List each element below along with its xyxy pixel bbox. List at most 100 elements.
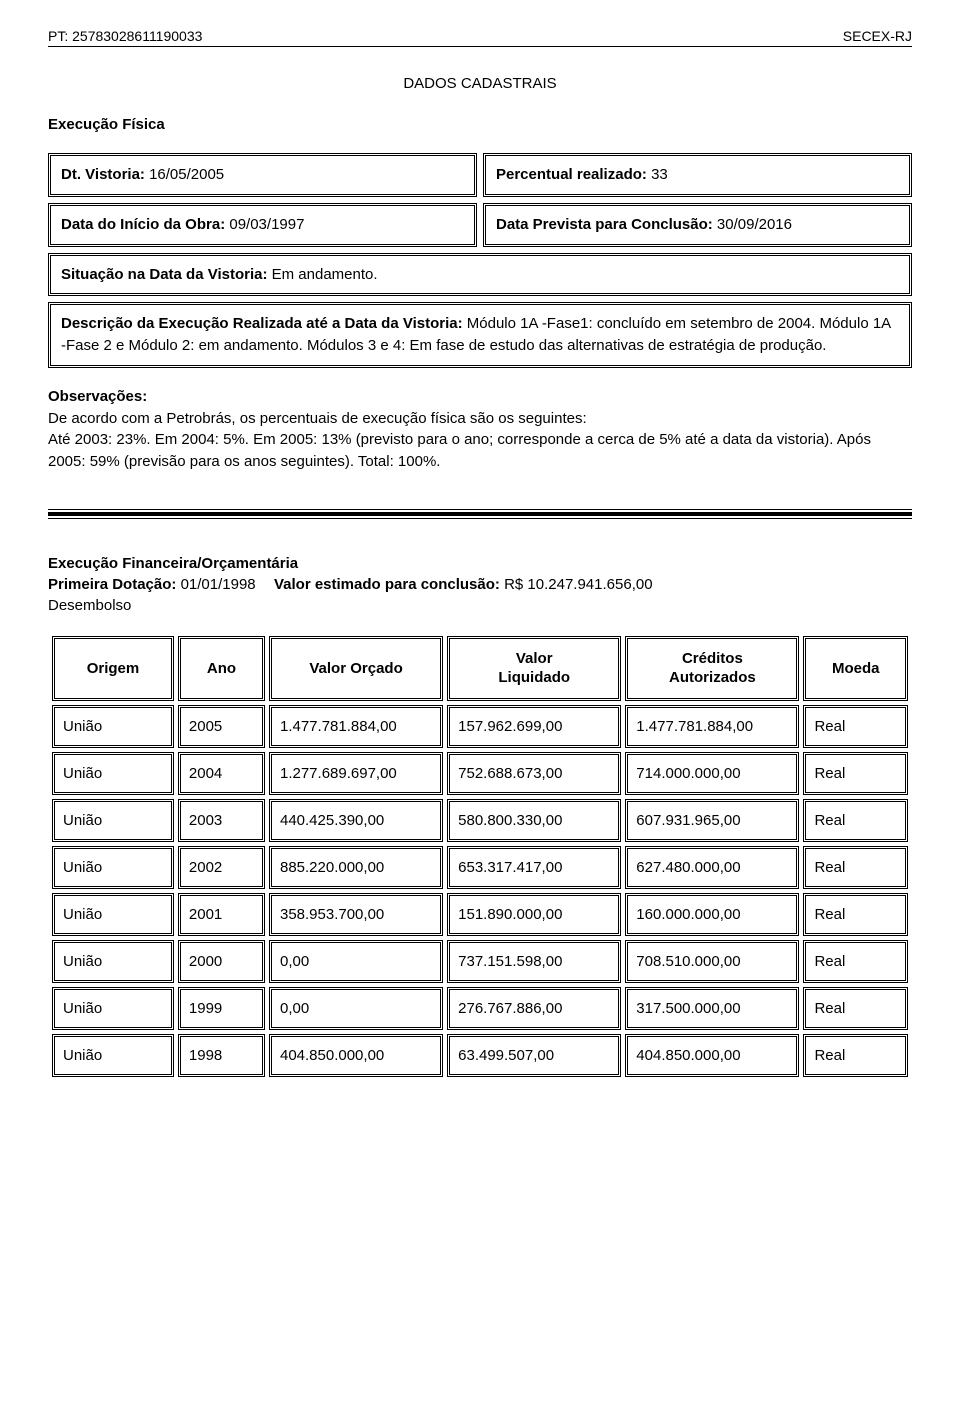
- col-creditos: Créditos Autorizados: [625, 636, 799, 701]
- table-row: União20051.477.781.884,00157.962.699,001…: [52, 705, 908, 748]
- desembolso-label: Desembolso: [48, 597, 912, 614]
- cell-ano: 2005: [178, 705, 265, 748]
- cell-liquidado: 157.962.699,00: [447, 705, 621, 748]
- cell-origem: União: [52, 705, 174, 748]
- observacoes-body: De acordo com a Petrobrás, os percentuai…: [48, 408, 912, 473]
- cell-liquidado: 63.499.507,00: [447, 1034, 621, 1077]
- percentual-value: 33: [651, 166, 668, 183]
- vistoria-row-1: Dt. Vistoria: 16/05/2005 Percentual real…: [48, 153, 912, 197]
- cell-orcado: 404.850.000,00: [269, 1034, 443, 1077]
- cell-origem: União: [52, 1034, 174, 1077]
- inicio-obra-cell: Data do Início da Obra: 09/03/1997: [48, 203, 477, 247]
- cell-ano: 2004: [178, 752, 265, 795]
- inicio-obra-value: 09/03/1997: [229, 216, 304, 233]
- cell-creditos: 404.850.000,00: [625, 1034, 799, 1077]
- cell-liquidado: 752.688.673,00: [447, 752, 621, 795]
- cell-ano: 2001: [178, 893, 265, 936]
- situacao-label: Situação na Data da Vistoria:: [61, 266, 267, 283]
- cell-orcado: 0,00: [269, 940, 443, 983]
- descricao-row: Descrição da Execução Realizada até a Da…: [48, 302, 912, 368]
- col-liquidado: Valor Liquidado: [447, 636, 621, 701]
- financeira-subline: Primeira Dotação: 01/01/1998 Valor estim…: [48, 576, 912, 593]
- cell-ano: 2002: [178, 846, 265, 889]
- table-row: União2002885.220.000,00653.317.417,00627…: [52, 846, 908, 889]
- main-title: DADOS CADASTRAIS: [48, 75, 912, 92]
- dt-vistoria-label: Dt. Vistoria:: [61, 166, 145, 183]
- cell-liquidado: 653.317.417,00: [447, 846, 621, 889]
- situacao-value: Em andamento.: [272, 266, 378, 283]
- descricao-cell: Descrição da Execução Realizada até a Da…: [48, 302, 912, 368]
- cell-moeda: Real: [803, 940, 908, 983]
- observacoes-title: Observações:: [48, 386, 912, 408]
- valor-est-label: Valor estimado para conclusão:: [274, 576, 500, 593]
- cell-moeda: Real: [803, 705, 908, 748]
- cell-origem: União: [52, 752, 174, 795]
- cell-creditos: 627.480.000,00: [625, 846, 799, 889]
- page: PT: 25783028611190033 SECEX-RJ DADOS CAD…: [0, 0, 960, 1121]
- header-left: PT: 25783028611190033: [48, 28, 202, 44]
- conclusao-label: Data Prevista para Conclusão:: [496, 216, 713, 233]
- cell-creditos: 1.477.781.884,00: [625, 705, 799, 748]
- cell-moeda: Real: [803, 752, 908, 795]
- header-right: SECEX-RJ: [843, 28, 912, 44]
- conclusao-value: 30/09/2016: [717, 216, 792, 233]
- dt-vistoria-cell: Dt. Vistoria: 16/05/2005: [48, 153, 477, 197]
- cell-creditos: 708.510.000,00: [625, 940, 799, 983]
- cell-ano: 1999: [178, 987, 265, 1030]
- cell-moeda: Real: [803, 893, 908, 936]
- cell-moeda: Real: [803, 799, 908, 842]
- cell-ano: 2003: [178, 799, 265, 842]
- observacoes-block: Observações: De acordo com a Petrobrás, …: [48, 386, 912, 473]
- dotacao-value: 01/01/1998: [181, 576, 256, 593]
- cell-origem: União: [52, 799, 174, 842]
- exec-fisica-title: Execução Física: [48, 116, 912, 133]
- percentual-cell: Percentual realizado: 33: [483, 153, 912, 197]
- dt-vistoria-value: 16/05/2005: [149, 166, 224, 183]
- cell-moeda: Real: [803, 1034, 908, 1077]
- col-moeda: Moeda: [803, 636, 908, 701]
- dotacao-label: Primeira Dotação:: [48, 576, 176, 593]
- col-orcado: Valor Orçado: [269, 636, 443, 701]
- cell-ano: 2000: [178, 940, 265, 983]
- table-row: União2001358.953.700,00151.890.000,00160…: [52, 893, 908, 936]
- page-header: PT: 25783028611190033 SECEX-RJ: [48, 28, 912, 47]
- cell-origem: União: [52, 987, 174, 1030]
- col-ano: Ano: [178, 636, 265, 701]
- cell-ano: 1998: [178, 1034, 265, 1077]
- conclusao-cell: Data Prevista para Conclusão: 30/09/2016: [483, 203, 912, 247]
- cell-orcado: 1.477.781.884,00: [269, 705, 443, 748]
- inicio-obra-label: Data do Início da Obra:: [61, 216, 225, 233]
- situacao-cell: Situação na Data da Vistoria: Em andamen…: [48, 253, 912, 297]
- cell-orcado: 358.953.700,00: [269, 893, 443, 936]
- col-origem: Origem: [52, 636, 174, 701]
- financeira-title: Execução Financeira/Orçamentária: [48, 555, 912, 572]
- table-row: União2003440.425.390,00580.800.330,00607…: [52, 799, 908, 842]
- percentual-label: Percentual realizado:: [496, 166, 647, 183]
- valor-est-value: R$ 10.247.941.656,00: [504, 576, 652, 593]
- cell-origem: União: [52, 846, 174, 889]
- table-row: União19990,00276.767.886,00317.500.000,0…: [52, 987, 908, 1030]
- cell-moeda: Real: [803, 846, 908, 889]
- cell-orcado: 0,00: [269, 987, 443, 1030]
- vistoria-row-2: Data do Início da Obra: 09/03/1997 Data …: [48, 203, 912, 247]
- cell-origem: União: [52, 893, 174, 936]
- cell-origem: União: [52, 940, 174, 983]
- cell-orcado: 1.277.689.697,00: [269, 752, 443, 795]
- cell-liquidado: 580.800.330,00: [447, 799, 621, 842]
- cell-moeda: Real: [803, 987, 908, 1030]
- situacao-row: Situação na Data da Vistoria: Em andamen…: [48, 253, 912, 297]
- cell-orcado: 440.425.390,00: [269, 799, 443, 842]
- desembolso-table: Origem Ano Valor Orçado Valor Liquidado …: [48, 632, 912, 1081]
- cell-liquidado: 737.151.598,00: [447, 940, 621, 983]
- cell-orcado: 885.220.000,00: [269, 846, 443, 889]
- cell-creditos: 160.000.000,00: [625, 893, 799, 936]
- section-divider: [48, 509, 912, 519]
- table-row: União20000,00737.151.598,00708.510.000,0…: [52, 940, 908, 983]
- cell-creditos: 607.931.965,00: [625, 799, 799, 842]
- table-header-row: Origem Ano Valor Orçado Valor Liquidado …: [52, 636, 908, 701]
- cell-creditos: 714.000.000,00: [625, 752, 799, 795]
- cell-creditos: 317.500.000,00: [625, 987, 799, 1030]
- cell-liquidado: 151.890.000,00: [447, 893, 621, 936]
- table-row: União1998404.850.000,0063.499.507,00404.…: [52, 1034, 908, 1077]
- table-row: União20041.277.689.697,00752.688.673,007…: [52, 752, 908, 795]
